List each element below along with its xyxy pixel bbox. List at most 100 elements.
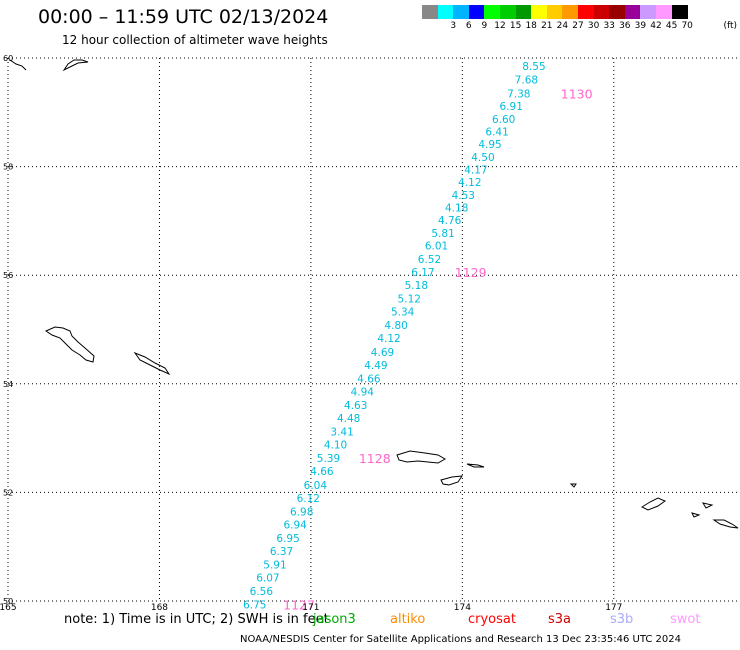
legend-label: 27: [572, 21, 584, 31]
swh-value-label: 4.17: [464, 164, 487, 176]
legend-swatch: [500, 5, 517, 19]
swh-value-label: 5.39: [317, 453, 340, 465]
islet-coastline: [691, 512, 701, 518]
legend-label: 3: [450, 21, 457, 31]
swh-value-label: 4.69: [371, 347, 394, 359]
swh-value-label: 4.66: [357, 373, 381, 385]
time-label: 1129: [455, 265, 487, 280]
chart-subtitle: 12 hour collection of altimeter wave hei…: [62, 33, 328, 47]
swh-value-label: 6.56: [250, 586, 274, 598]
satellite-label-s3b: s3b: [610, 612, 634, 627]
swh-value-label: 4.49: [364, 360, 387, 372]
swh-value-label: 6.75: [243, 599, 266, 611]
legend-swatch: [640, 5, 657, 19]
lon-tick-label: 174: [454, 603, 471, 613]
legend-label: 30: [587, 21, 600, 31]
altimeter-track: 8.557.687.386.916.606.414.954.504.174.12…: [243, 61, 546, 611]
swh-value-label: 6.41: [485, 126, 508, 138]
satellite-label-altiko: altiko: [390, 612, 426, 627]
legend-label: 9: [481, 21, 488, 31]
legend-label: 45: [665, 21, 678, 31]
legend-swatch: [468, 5, 485, 19]
attu-island-coastline: [44, 326, 95, 363]
swh-value-label: 4.18: [445, 202, 468, 214]
swh-value-label: 4.12: [458, 177, 481, 189]
swh-value-label: 6.37: [270, 546, 293, 558]
swh-value-label: 5.34: [391, 307, 415, 319]
legend-label: 18: [525, 21, 537, 31]
lat-tick-label: 56: [3, 271, 13, 280]
islet-coastline: [569, 483, 577, 488]
lat-tick-label: 54: [3, 380, 13, 389]
swh-value-label: 6.60: [492, 114, 515, 126]
swh-value-label: 6.17: [411, 267, 434, 279]
legend-unit-label: (ft): [723, 21, 737, 31]
kamchatka-coastline: [62, 59, 89, 72]
swh-value-label: 4.80: [384, 320, 407, 332]
swh-value-label: 4.95: [478, 139, 501, 151]
swh-value-label: 5.91: [263, 560, 286, 572]
swh-value-label: 4.12: [377, 333, 400, 345]
legend-label: 15: [509, 21, 522, 31]
swh-value-label: 6.07: [256, 573, 279, 585]
islet-coastline: [701, 502, 714, 509]
credit-text: NOAA/NESDIS Center for Satellite Applica…: [240, 634, 682, 645]
legend-swatch: [515, 5, 532, 19]
swh-value-label: 4.10: [324, 440, 347, 452]
time-label: 1128: [359, 451, 391, 466]
lat-tick-label: 52: [3, 488, 13, 497]
legend-label: 21: [541, 21, 553, 31]
swh-value-label: 6.12: [297, 493, 320, 505]
swh-value-label: 8.55: [522, 61, 545, 73]
time-labels: 1130 1129 1128 1127: [283, 86, 593, 612]
coastlines: [9, 59, 739, 529]
satellite-label-swot: swot: [670, 612, 701, 627]
note-text: note: 1) Time is in UTC; 2) SWH is in fe…: [64, 612, 329, 627]
islet-coastline: [640, 497, 667, 511]
islet-coastline: [440, 475, 464, 486]
swh-value-label: 6.01: [425, 240, 448, 252]
agattu-island-coastline: [133, 351, 171, 376]
legend-swatch: [624, 5, 641, 19]
satellite-label-cryosat: cryosat: [468, 612, 516, 627]
lon-tick-label: 177: [605, 603, 622, 613]
swh-value-label: 6.95: [276, 533, 299, 545]
graticule: [7, 57, 740, 602]
time-label: 1130: [561, 86, 593, 101]
legend-swatch: [546, 5, 563, 19]
lon-tick-label: 171: [302, 603, 319, 613]
swh-value-label: 4.66: [310, 466, 334, 478]
legend-swatch: [437, 5, 454, 19]
legend-swatch: [578, 5, 595, 19]
lat-tick-label: 58: [3, 163, 13, 172]
legend-swatch: [531, 5, 548, 19]
swh-value-label: 4.53: [452, 190, 475, 202]
swh-value-label: 5.81: [431, 228, 454, 240]
satellite-label-jason3: jason3: [313, 612, 356, 627]
swh-value-label: 7.68: [515, 75, 538, 87]
swh-value-label: 5.18: [405, 280, 428, 292]
legend-swatch: [671, 5, 688, 19]
swh-value-label: 6.91: [500, 101, 523, 113]
legend-label: 12: [494, 21, 506, 31]
swh-value-label: 4.50: [471, 152, 494, 164]
time-label: 1127: [283, 597, 315, 612]
legend-label: 39: [634, 21, 647, 31]
satellite-label-s3a: s3a: [548, 612, 572, 627]
swh-value-label: 6.52: [418, 254, 441, 266]
legend-label: 36: [619, 21, 631, 31]
swh-value-label: 4.76: [438, 215, 462, 227]
legend-swatch: [484, 5, 501, 19]
legend-label: 24: [556, 21, 569, 31]
swh-value-label: 4.94: [351, 386, 375, 398]
lon-tick-label: 165: [0, 603, 17, 613]
legend-label: 70: [681, 21, 693, 31]
legend-swatch: [609, 5, 626, 19]
amchitka-island-coastline: [396, 450, 447, 464]
legend-swatch: [593, 5, 610, 19]
legend-swatch: [422, 5, 439, 19]
legend-swatch: [562, 5, 579, 19]
legend-swatch: [656, 5, 673, 19]
swh-value-label: 3.41: [330, 427, 353, 439]
